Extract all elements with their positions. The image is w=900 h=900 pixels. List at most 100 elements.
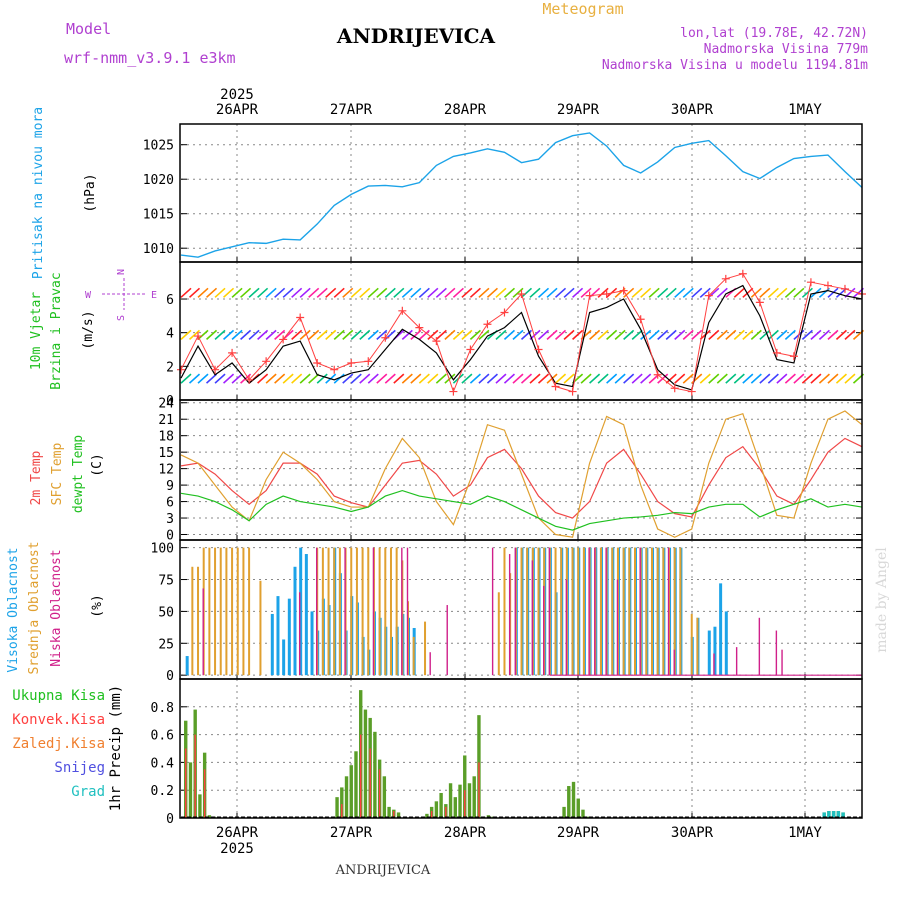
wind-barb bbox=[384, 287, 396, 298]
wind-barb bbox=[248, 329, 260, 340]
precip-bar bbox=[472, 776, 476, 818]
cloud-bar bbox=[577, 547, 580, 676]
compass-e: E bbox=[151, 290, 157, 301]
wind-barb bbox=[384, 373, 396, 384]
wind-barb bbox=[589, 329, 601, 340]
precip-bar bbox=[478, 762, 480, 818]
cloud-bar bbox=[412, 636, 415, 676]
cloud-bar bbox=[491, 547, 494, 676]
wind-barb bbox=[818, 373, 830, 384]
wind-barb bbox=[291, 329, 303, 340]
cloud-bar bbox=[673, 649, 675, 676]
precip-bar bbox=[396, 812, 401, 818]
wind-barb bbox=[844, 329, 856, 340]
wind-barb bbox=[350, 329, 362, 340]
wind-barb bbox=[503, 373, 516, 384]
wind-barb bbox=[623, 287, 635, 298]
cloud-bar bbox=[645, 547, 648, 676]
cloud-bar bbox=[599, 547, 602, 676]
cloud-bar bbox=[327, 547, 330, 676]
wind-barb bbox=[801, 287, 813, 298]
cloud-bar bbox=[298, 592, 301, 676]
wind-barb bbox=[393, 287, 405, 298]
wind-barb bbox=[708, 329, 720, 340]
chart-title: ANDRIJEVICA bbox=[336, 24, 496, 48]
cloud-bar bbox=[690, 613, 693, 676]
ytick-label-2: 0.4 bbox=[151, 756, 175, 771]
wind-barb bbox=[427, 373, 439, 384]
gust-marker bbox=[245, 375, 254, 384]
panel-clouds: 0 25 50 75 100 bbox=[151, 539, 863, 684]
cloud-bar bbox=[378, 547, 381, 676]
precip-bar bbox=[387, 806, 391, 818]
top-day-label-4: 30APR bbox=[671, 102, 714, 118]
cloud-bar bbox=[287, 598, 291, 676]
cloud-bar bbox=[225, 547, 228, 676]
wind-barb bbox=[674, 329, 686, 340]
chart-subtitle: Meteogram bbox=[542, 0, 623, 18]
cloud-bar bbox=[338, 547, 341, 676]
cloud-bar bbox=[191, 566, 194, 676]
wind-barb bbox=[180, 373, 192, 384]
cloud-bar bbox=[696, 617, 699, 676]
wind-barb bbox=[427, 329, 439, 340]
gust-marker bbox=[619, 286, 628, 295]
precip-bar bbox=[458, 784, 462, 818]
gust-marker bbox=[806, 278, 815, 287]
precip-bar bbox=[363, 709, 368, 818]
wind-barb bbox=[529, 287, 541, 298]
wind-barb bbox=[231, 373, 243, 384]
wind-barb bbox=[563, 373, 575, 384]
bottom-day-label-2: 28APR bbox=[444, 825, 487, 841]
wind-barb bbox=[410, 329, 422, 340]
cloud-bar bbox=[713, 626, 717, 676]
ytick-label-4: 0.8 bbox=[151, 701, 174, 716]
wind-unit: (m/s) bbox=[81, 310, 96, 349]
wind-barb bbox=[512, 373, 524, 384]
wind-barb bbox=[835, 329, 847, 340]
precip-bar bbox=[349, 765, 353, 818]
precip-bar bbox=[831, 811, 836, 818]
cloud-bar bbox=[673, 547, 676, 676]
wind-barb bbox=[180, 329, 192, 340]
wind-barb bbox=[478, 373, 490, 384]
bottom-day-label-1: 27APR bbox=[330, 825, 373, 841]
wind-barb bbox=[529, 373, 541, 384]
gust-marker bbox=[483, 320, 492, 329]
gust-marker bbox=[704, 291, 713, 300]
wind-barb bbox=[733, 329, 745, 340]
watermark: made by Angel bbox=[874, 547, 890, 653]
wind-barb bbox=[410, 287, 422, 298]
wind-barb bbox=[461, 287, 473, 298]
precip-series-1 bbox=[185, 734, 480, 818]
wind-barb bbox=[291, 287, 303, 298]
cloud-bar bbox=[594, 547, 596, 676]
wind-barb bbox=[733, 287, 745, 298]
wind-barb bbox=[342, 329, 354, 340]
precip-bar bbox=[841, 812, 845, 818]
wind-barb bbox=[350, 287, 362, 298]
wind-barb bbox=[827, 373, 839, 384]
gust-marker bbox=[500, 308, 509, 317]
wind-barb bbox=[776, 287, 788, 298]
wind-barb bbox=[206, 287, 218, 298]
wind-barb bbox=[776, 329, 788, 340]
gust-marker bbox=[211, 365, 220, 374]
cloud-bar bbox=[350, 547, 353, 676]
wind-barb bbox=[759, 287, 771, 298]
gust-marker bbox=[347, 358, 356, 367]
cloud-bar bbox=[554, 547, 557, 676]
precip-bar bbox=[393, 811, 395, 818]
wind-barb bbox=[512, 287, 524, 298]
wind-barb bbox=[682, 287, 694, 298]
wind-barb bbox=[503, 287, 516, 298]
cloud-bar bbox=[333, 547, 336, 676]
wind-barb bbox=[231, 287, 243, 298]
wind-barb bbox=[214, 329, 226, 340]
model-elevation-text: Nadmorska Visina u modelu 1194.81m bbox=[602, 58, 868, 73]
wind-barb bbox=[546, 287, 558, 298]
wind-barb bbox=[274, 329, 286, 340]
wind-barb bbox=[750, 329, 762, 340]
wind-barb bbox=[299, 287, 311, 298]
